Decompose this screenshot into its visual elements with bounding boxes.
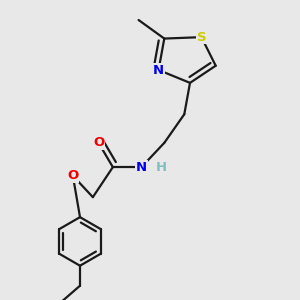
Text: N: N — [153, 64, 164, 76]
Text: O: O — [93, 136, 104, 149]
Text: H: H — [156, 160, 167, 174]
Text: S: S — [196, 31, 206, 44]
Text: N: N — [136, 160, 147, 174]
Text: O: O — [67, 169, 79, 182]
